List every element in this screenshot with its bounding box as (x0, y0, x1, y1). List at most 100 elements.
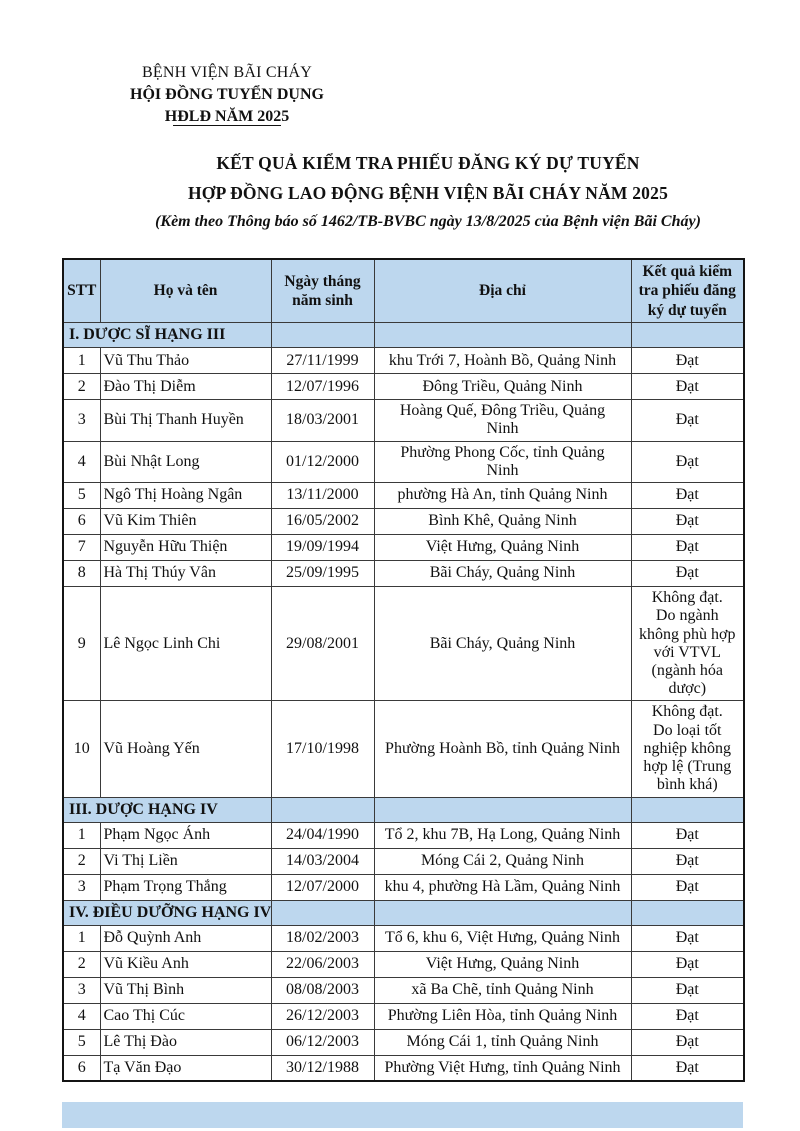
org-year: HĐLĐ NĂM 2025 (164, 108, 290, 126)
dob-cell: 01/12/2000 (270, 440, 375, 484)
dob-cell: 18/03/2001 (270, 399, 375, 442)
stt-cell: 2 (62, 847, 101, 875)
stt-cell: 6 (62, 508, 101, 536)
address-cell: Tổ 2, khu 7B, Hạ Long, Quảng Ninh (373, 821, 632, 849)
dob-cell: 29/08/2001 (270, 586, 375, 702)
results-table-body: I. DƯỢC SĨ HẠNG III 1 Vũ Thu Thảo 27/11/199… (62, 322, 745, 1082)
dob-cell: 16/05/2002 (270, 508, 375, 536)
stt-cell: 1 (62, 924, 101, 952)
stt-cell: 4 (62, 1002, 101, 1030)
address-cell: Hoàng Quế, Đông Triều, Quảng Ninh (373, 399, 632, 442)
results-table: STT Họ và tên Ngày tháng năm sinh Địa ch… (62, 258, 745, 1083)
address-cell: Bãi Cháy, Quảng Ninh (373, 560, 632, 588)
result-cell: Đạt (630, 1002, 745, 1030)
result-cell: Không đạt. Do loại tốt nghiệp không hợp … (630, 700, 745, 798)
name-cell: Bùi Nhật Long (99, 440, 272, 484)
document-title-block: KẾT QUẢ KIỂM TRA PHIẾU ĐĂNG KÝ DỰ TUYỂN … (56, 148, 800, 231)
stt-cell: 2 (62, 950, 101, 978)
stt-cell: 9 (62, 586, 101, 702)
table-row: 1 Vũ Thu Thảo 27/11/1999 khu Trới 7, Hoành … (62, 347, 745, 375)
name-cell: Vũ Kiều Anh (99, 950, 272, 978)
result-cell: Không đạt. Do ngành không phù hợp với VT… (630, 586, 745, 702)
result-cell: Đạt (630, 399, 745, 442)
dob-cell: 13/11/2000 (270, 482, 375, 510)
table-row: 5 Ngô Thị Hoàng Ngân 13/11/2000 phường Hà A… (62, 482, 745, 510)
name-cell: Phạm Trọng Thắng (99, 873, 272, 901)
result-cell: Đạt (630, 1028, 745, 1056)
org-council: HỘI ĐỒNG TUYỂN DỤNG (130, 86, 324, 104)
section-header-row: III. DƯỢC HẠNG IV (62, 796, 745, 823)
address-cell: Việt Hưng, Quảng Ninh (373, 534, 632, 562)
address-cell: xã Ba Chẽ, tỉnh Quảng Ninh (373, 976, 632, 1004)
column-header-address: Địa chỉ (373, 258, 632, 324)
address-cell: Bình Khê, Quảng Ninh (373, 508, 632, 536)
address-cell: Phường Liên Hòa, tỉnh Quảng Ninh (373, 1002, 632, 1030)
result-cell: Đạt (630, 873, 745, 901)
stt-cell: 5 (62, 1028, 101, 1056)
name-cell: Vũ Thị Bình (99, 976, 272, 1004)
table-row: 2 Vi Thị Liền 14/03/2004 Móng Cái 2, Quảng … (62, 847, 745, 875)
section-empty-cell (270, 322, 375, 349)
address-cell: Phường Việt Hưng, tỉnh Quảng Ninh (373, 1054, 632, 1082)
name-cell: Đào Thị Diễm (99, 373, 272, 401)
name-cell: Lê Ngọc Linh Chi (99, 586, 272, 702)
result-cell: Đạt (630, 347, 745, 375)
dob-cell: 08/08/2003 (270, 976, 375, 1004)
section-empty-cell (373, 322, 632, 349)
table-row: 9 Lê Ngọc Linh Chi 29/08/2001 Bãi Cháy, Quả… (62, 586, 745, 702)
org-name: BỆNH VIỆN BÃI CHÁY (142, 64, 312, 81)
table-row: 2 Đào Thị Diễm 12/07/1996 Đông Triều, Quảng… (62, 373, 745, 401)
column-header-stt: STT (62, 258, 101, 324)
table-row: 3 Vũ Thị Bình 08/08/2003 xã Ba Chẽ, tỉnh Qu… (62, 976, 745, 1004)
stt-cell: 7 (62, 534, 101, 562)
column-header-dob: Ngày tháng năm sinh (270, 258, 375, 324)
section-empty-cell (270, 899, 375, 926)
name-cell: Tạ Văn Đạo (99, 1054, 272, 1082)
section-empty-cell (630, 796, 745, 823)
name-cell: Vũ Thu Thảo (99, 347, 272, 375)
dob-cell: 25/09/1995 (270, 560, 375, 588)
address-cell: Tổ 6, khu 6, Việt Hưng, Quảng Ninh (373, 924, 632, 952)
section-title: I. DƯỢC SĨ HẠNG III (62, 322, 272, 349)
table-row: 4 Bùi Nhật Long 01/12/2000 Phường Phong Cốc… (62, 440, 745, 484)
name-cell: Vi Thị Liền (99, 847, 272, 875)
section-empty-cell (373, 796, 632, 823)
name-cell: Bùi Thị Thanh Huyền (99, 399, 272, 442)
table-row: 6 Vũ Kim Thiên 16/05/2002 Bình Khê, Quảng N… (62, 508, 745, 536)
result-cell: Đạt (630, 440, 745, 484)
name-cell: Cao Thị Cúc (99, 1002, 272, 1030)
dob-cell: 19/09/1994 (270, 534, 375, 562)
table-row: 2 Vũ Kiều Anh 22/06/2003 Việt Hưng, Quảng N… (62, 950, 745, 978)
stt-cell: 1 (62, 821, 101, 849)
column-header-result: Kết quả kiểm tra phiếu đăng ký dự tuyển (630, 258, 745, 324)
result-cell: Đạt (630, 534, 745, 562)
stt-cell: 4 (62, 440, 101, 484)
section-empty-cell (373, 899, 632, 926)
table-row: 8 Hà Thị Thúy Vân 25/09/1995 Bãi Cháy, Quản… (62, 560, 745, 588)
table-row: 4 Cao Thị Cúc 26/12/2003 Phường Liên Hòa, t… (62, 1002, 745, 1030)
result-cell: Đạt (630, 847, 745, 875)
dob-cell: 30/12/1988 (270, 1054, 375, 1082)
table-header-row: STT Họ và tên Ngày tháng năm sinh Địa ch… (62, 258, 745, 324)
table-row: 7 Nguyễn Hữu Thiện 19/09/1994 Việt Hưng, Qu… (62, 534, 745, 562)
address-cell: phường Hà An, tỉnh Quảng Ninh (373, 482, 632, 510)
name-cell: Nguyễn Hữu Thiện (99, 534, 272, 562)
address-cell: Phường Hoành Bồ, tỉnh Quảng Ninh (373, 700, 632, 798)
address-cell: Móng Cái 1, tỉnh Quảng Ninh (373, 1028, 632, 1056)
document-title-line2: HỢP ĐỒNG LAO ĐỘNG BỆNH VIỆN BÃI CHÁY NĂM… (187, 183, 669, 204)
section-header-row: I. DƯỢC SĨ HẠNG III (62, 322, 745, 349)
name-cell: Đỗ Quỳnh Anh (99, 924, 272, 952)
stt-cell: 3 (62, 873, 101, 901)
table-row: 1 Phạm Ngọc Ánh 24/04/1990 Tổ 2, khu 7B, Hạ… (62, 821, 745, 849)
name-cell: Vũ Hoàng Yến (99, 700, 272, 798)
heading-underline (173, 125, 281, 127)
table-row: 1 Đỗ Quỳnh Anh 18/02/2003 Tổ 6, khu 6, Việt… (62, 924, 745, 952)
section-empty-cell (270, 796, 375, 823)
address-cell: Móng Cái 2, Quảng Ninh (373, 847, 632, 875)
name-cell: Hà Thị Thúy Vân (99, 560, 272, 588)
stt-cell: 3 (62, 976, 101, 1004)
result-cell: Đạt (630, 482, 745, 510)
table-row: 3 Phạm Trọng Thắng 12/07/2000 khu 4, phường… (62, 873, 745, 901)
document-subtitle: (Kèm theo Thông báo số 1462/TB-BVBC ngày… (155, 213, 701, 231)
